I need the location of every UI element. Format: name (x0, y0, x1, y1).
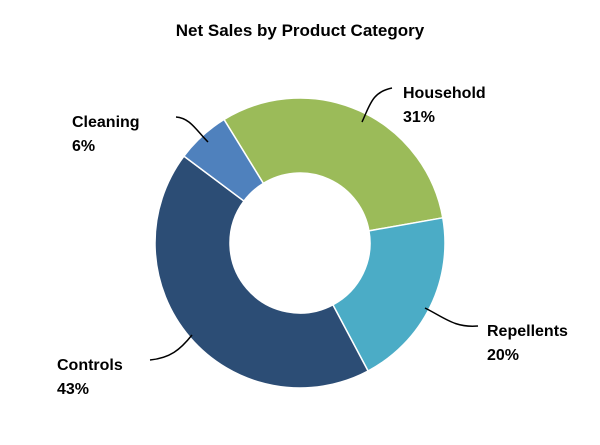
leader-line-household (361, 87, 393, 123)
leader-line-repellents (424, 307, 479, 327)
slices (154, 97, 446, 389)
slice-cleaning (182, 118, 265, 203)
label-cleaning-value: 6% (72, 138, 95, 155)
leader-line-controls (149, 334, 193, 361)
label-cleaning-name: Cleaning (72, 114, 140, 131)
label-repellents-name: Repellents (487, 323, 568, 340)
slice-controls (154, 155, 370, 389)
slice-repellents (331, 216, 446, 373)
chart-title: Net Sales by Product Category (176, 21, 425, 40)
label-controls-name: Controls (57, 357, 123, 374)
label-household-name: Household (403, 85, 486, 102)
labels: Household 31% Repellents 20% Controls 43… (57, 85, 568, 398)
leader-lines (149, 87, 479, 361)
label-household-value: 31% (403, 109, 435, 126)
slice-household (222, 97, 444, 232)
leader-line-cleaning (175, 116, 209, 143)
label-repellents-value: 20% (487, 347, 519, 364)
label-controls-value: 43% (57, 381, 89, 398)
